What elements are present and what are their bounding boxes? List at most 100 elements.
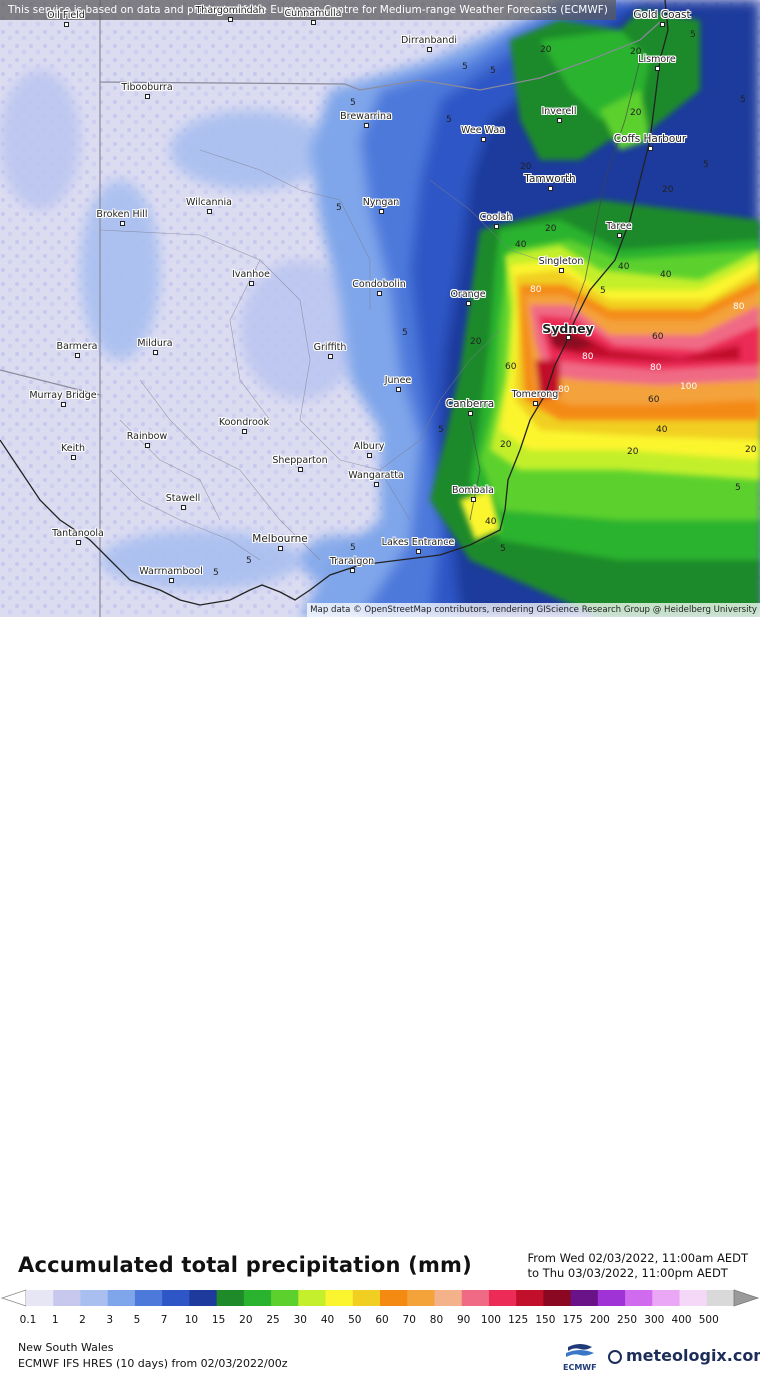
scale-cell bbox=[325, 1290, 354, 1306]
scale-cell bbox=[80, 1290, 109, 1306]
city-label[interactable]: Wee Waa bbox=[461, 125, 505, 136]
city-marker bbox=[416, 549, 421, 554]
city-label[interactable]: Junee bbox=[384, 375, 412, 386]
scale-tick-label: 3 bbox=[106, 1314, 114, 1326]
region-name: New South Wales bbox=[18, 1341, 114, 1354]
meteologix-logo[interactable]: meteologix.com bbox=[626, 1346, 760, 1365]
ecmwf-notice: This service is based on data and produc… bbox=[0, 0, 616, 20]
precip-value-label: 100 bbox=[680, 382, 698, 392]
city-label[interactable]: Rainbow bbox=[126, 431, 168, 442]
scale-cell bbox=[625, 1290, 653, 1306]
scale-arrow-left bbox=[0, 1289, 27, 1307]
scale-cell bbox=[652, 1290, 681, 1306]
city-label[interactable]: Melbourne bbox=[252, 533, 308, 545]
city-label[interactable]: Taree bbox=[606, 221, 632, 232]
city-label[interactable]: Stawell bbox=[165, 493, 201, 504]
city-label[interactable]: Inverell bbox=[541, 106, 577, 117]
city-marker bbox=[374, 482, 379, 487]
city-label[interactable]: Shepparton bbox=[272, 455, 328, 466]
city-label[interactable]: Canberra bbox=[445, 398, 495, 410]
precip-value-label: 5 bbox=[350, 543, 356, 553]
city-marker bbox=[617, 233, 622, 238]
scale-cell bbox=[679, 1290, 708, 1306]
city-label[interactable]: Oil Field bbox=[47, 10, 85, 21]
precip-value-label: 80 bbox=[582, 352, 594, 362]
scale-tick-label: 25 bbox=[266, 1314, 280, 1326]
city-marker bbox=[120, 221, 125, 226]
model-run: ECMWF IFS HRES (10 days) from 02/03/2022… bbox=[18, 1357, 288, 1370]
ecmwf-logo-text: ECMWF bbox=[563, 1363, 597, 1372]
city-label[interactable]: Broken Hill bbox=[96, 209, 148, 220]
scale-tick-label: 0.1 bbox=[19, 1314, 37, 1326]
time-range-from: From Wed 02/03/2022, 11:00am AEDT bbox=[527, 1251, 748, 1265]
city-label[interactable]: Tamworth bbox=[524, 173, 576, 185]
city-marker bbox=[427, 47, 432, 52]
precip-value-label: 40 bbox=[656, 425, 668, 435]
time-range-to: to Thu 03/03/2022, 11:00pm AEDT bbox=[527, 1266, 728, 1280]
city-label[interactable]: Koondrook bbox=[218, 417, 270, 428]
city-marker bbox=[207, 209, 212, 214]
city-label[interactable]: Nyngan bbox=[362, 197, 400, 208]
city-label[interactable]: Traralgon bbox=[329, 556, 375, 567]
city-label[interactable]: Gold Coast bbox=[633, 9, 691, 21]
scale-cell bbox=[516, 1290, 544, 1306]
city-label[interactable]: Griffith bbox=[313, 342, 347, 353]
precip-value-label: 40 bbox=[515, 240, 527, 250]
city-label[interactable]: Lakes Entrance bbox=[381, 537, 455, 548]
city-label[interactable]: Wilcannia bbox=[185, 197, 233, 208]
precip-value-label: 5 bbox=[438, 425, 444, 435]
city-marker bbox=[566, 335, 571, 340]
scale-tick-label: 150 bbox=[535, 1314, 556, 1326]
city-label[interactable]: Tibooburra bbox=[121, 82, 173, 93]
city-label[interactable]: Thargomindah bbox=[195, 5, 265, 16]
city-label[interactable]: Condobolin bbox=[352, 279, 406, 290]
precipitation-map[interactable]: This service is based on data and produc… bbox=[0, 0, 760, 617]
scale-cell bbox=[26, 1290, 54, 1306]
city-label[interactable]: Mildura bbox=[137, 338, 173, 349]
scale-cell bbox=[461, 1290, 490, 1306]
scale-tick-label: 90 bbox=[457, 1314, 471, 1326]
city-label[interactable]: Coffs Harbour bbox=[613, 133, 687, 145]
scale-tick-label: 10 bbox=[184, 1314, 199, 1326]
city-label[interactable]: Brewarrina bbox=[340, 111, 392, 122]
city-marker bbox=[298, 467, 303, 472]
precip-value-label: 20 bbox=[500, 440, 512, 450]
scale-cell bbox=[189, 1290, 218, 1306]
city-label[interactable]: Wangaratta bbox=[348, 470, 404, 481]
city-label[interactable]: Singleton bbox=[538, 256, 584, 267]
city-label[interactable]: Orange bbox=[450, 289, 486, 300]
city-label[interactable]: Albury bbox=[353, 441, 385, 452]
city-marker bbox=[64, 22, 69, 27]
scale-cell bbox=[107, 1290, 136, 1306]
city-label[interactable]: Murray Bridge bbox=[29, 390, 97, 401]
city-label[interactable]: Barmera bbox=[56, 341, 98, 352]
map-attribution[interactable]: Map data © OpenStreetMap contributors, r… bbox=[307, 603, 760, 617]
precip-value-label: 5 bbox=[600, 286, 606, 296]
city-label[interactable]: Sydney bbox=[542, 321, 594, 336]
scale-tick-label: 400 bbox=[671, 1314, 692, 1326]
precip-value-label: 5 bbox=[446, 115, 452, 125]
scale-tick-label: 80 bbox=[429, 1314, 444, 1326]
city-label[interactable]: Tantanoola bbox=[52, 528, 104, 539]
city-label[interactable]: Tomerong bbox=[511, 389, 559, 400]
city-marker bbox=[76, 540, 81, 545]
city-marker bbox=[471, 497, 476, 502]
city-label[interactable]: Bombala bbox=[452, 485, 494, 496]
precip-value-label: 80 bbox=[558, 385, 570, 395]
scale-cell bbox=[271, 1290, 299, 1306]
city-marker bbox=[494, 224, 499, 229]
city-label[interactable]: Dirranbandi bbox=[401, 35, 457, 46]
city-label[interactable]: Warrnambool bbox=[139, 566, 203, 577]
scale-cell bbox=[706, 1290, 735, 1306]
city-label[interactable]: Lismore bbox=[638, 54, 676, 65]
city-marker bbox=[61, 402, 66, 407]
city-label[interactable]: Cunnamulla bbox=[284, 8, 342, 19]
city-label[interactable]: Coolah bbox=[479, 212, 513, 223]
city-label[interactable]: Ivanhoe bbox=[232, 269, 270, 280]
scale-tick-label: 5 bbox=[133, 1314, 141, 1326]
scale-cell bbox=[597, 1290, 626, 1306]
legend-title: Accumulated total precipitation (mm) bbox=[18, 1253, 472, 1277]
scale-tick-label: 2 bbox=[79, 1314, 86, 1326]
city-label[interactable]: Keith bbox=[61, 443, 85, 454]
precip-value-label: 5 bbox=[350, 98, 356, 108]
